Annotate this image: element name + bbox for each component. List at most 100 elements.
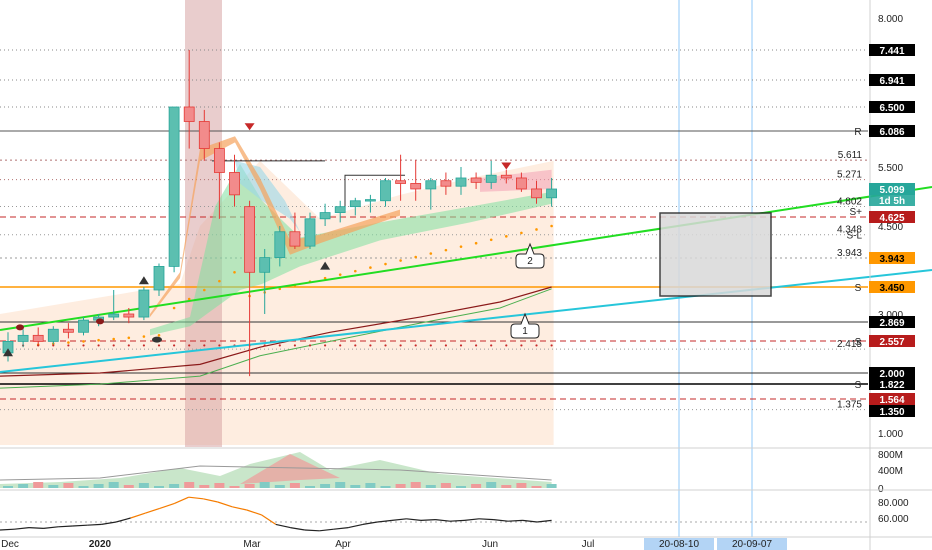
support-dot xyxy=(535,344,538,347)
candle[interactable] xyxy=(531,188,542,199)
time-axis-label: Jul xyxy=(582,539,595,550)
candle[interactable] xyxy=(425,180,437,190)
candle[interactable] xyxy=(516,177,527,190)
trendline-cyan[interactable] xyxy=(0,269,932,373)
candle[interactable] xyxy=(319,212,331,220)
price-tag xyxy=(869,183,915,195)
stop-dot xyxy=(142,335,146,338)
trendline-green[interactable] xyxy=(0,186,932,331)
candle[interactable] xyxy=(410,183,422,190)
oscillator-line xyxy=(159,503,175,509)
oscillator-line xyxy=(188,496,204,500)
oscillator-line xyxy=(101,521,117,525)
price-tag-label: 3.943 xyxy=(879,254,904,265)
candle[interactable] xyxy=(395,180,407,184)
candle[interactable] xyxy=(304,218,316,247)
price-axis-tick: 1.000 xyxy=(878,429,903,440)
volume-bar xyxy=(169,484,180,488)
candle[interactable] xyxy=(17,334,29,342)
buy-signal-marker xyxy=(138,276,149,285)
oscillator-line xyxy=(203,498,218,503)
candle[interactable] xyxy=(289,231,301,247)
oscillator-axis-tick: 80.000 xyxy=(878,498,909,509)
candle[interactable] xyxy=(47,328,59,342)
candle[interactable] xyxy=(380,180,391,202)
callout-2-label: 2 xyxy=(527,256,533,267)
oscillator-line xyxy=(115,517,131,523)
support-dot xyxy=(112,344,115,347)
oscillator-line xyxy=(377,519,392,523)
callout-1 xyxy=(510,312,540,339)
candle[interactable] xyxy=(500,174,512,179)
time-axis-label: 2020 xyxy=(89,539,112,550)
support-dot xyxy=(308,344,312,347)
support-dot xyxy=(97,344,100,347)
volume-bar xyxy=(18,484,29,488)
oscillator-line xyxy=(362,521,378,525)
candle[interactable] xyxy=(455,177,467,187)
candle[interactable] xyxy=(274,231,286,258)
candle[interactable] xyxy=(470,177,482,183)
price-tag-label: 6.086 xyxy=(879,127,904,138)
candle[interactable] xyxy=(485,174,497,183)
candle[interactable] xyxy=(123,313,135,318)
long-ma-line xyxy=(0,288,552,389)
candle[interactable] xyxy=(198,121,210,149)
candle[interactable] xyxy=(213,148,225,173)
stop-dot xyxy=(172,306,176,310)
stop-dot xyxy=(233,270,236,274)
candle[interactable] xyxy=(168,106,180,267)
volume-bar xyxy=(214,483,225,488)
price-tag xyxy=(869,125,915,137)
candle[interactable] xyxy=(440,180,452,187)
volume-bar xyxy=(274,485,285,488)
support-dot xyxy=(475,344,478,347)
price-tag-label: 2.000 xyxy=(879,369,904,380)
candle[interactable] xyxy=(138,289,150,318)
stop-dot xyxy=(369,266,372,269)
support-dot xyxy=(354,344,357,347)
stop-dot xyxy=(112,337,115,341)
oscillator-line xyxy=(304,529,320,532)
range-bracket xyxy=(344,174,405,207)
volume-bar xyxy=(108,482,119,488)
support-dot xyxy=(278,344,281,347)
candle[interactable] xyxy=(229,172,240,196)
volume-axis-tick: 400M xyxy=(878,466,903,477)
volume-bar xyxy=(440,483,451,488)
candle[interactable] xyxy=(259,257,271,273)
oscillator-line xyxy=(58,525,73,528)
candle[interactable] xyxy=(153,266,165,291)
price-tag-label: 6.500 xyxy=(879,103,904,114)
level-marker-letter: R xyxy=(854,127,861,138)
candle[interactable] xyxy=(349,200,361,208)
volume-bar xyxy=(501,485,512,488)
candle[interactable] xyxy=(63,328,74,333)
pivot-marker xyxy=(16,324,24,331)
oscillator-line xyxy=(348,523,364,529)
oscillator-line xyxy=(406,518,422,521)
price-tag xyxy=(869,74,915,86)
candle[interactable] xyxy=(244,206,256,273)
callout-1-label: 1 xyxy=(522,326,528,337)
candle[interactable] xyxy=(183,106,195,122)
candle[interactable] xyxy=(78,319,89,333)
candle[interactable] xyxy=(334,206,346,213)
candle[interactable] xyxy=(108,313,120,318)
stop-dot xyxy=(218,279,221,283)
oscillator-line xyxy=(232,506,247,511)
candle[interactable] xyxy=(546,188,557,199)
volume-axis-tick: 800M xyxy=(878,450,903,461)
support-dot xyxy=(52,344,55,347)
projection-box[interactable] xyxy=(659,212,772,297)
candle[interactable] xyxy=(364,199,376,202)
support-dot xyxy=(173,344,176,347)
level-annotation: 4.802 xyxy=(837,197,862,208)
oscillator-line xyxy=(508,519,523,522)
volume-bar xyxy=(546,484,557,488)
volume-bar xyxy=(395,484,406,488)
candle[interactable] xyxy=(32,334,44,342)
level-annotation: 1.375 xyxy=(837,400,862,411)
